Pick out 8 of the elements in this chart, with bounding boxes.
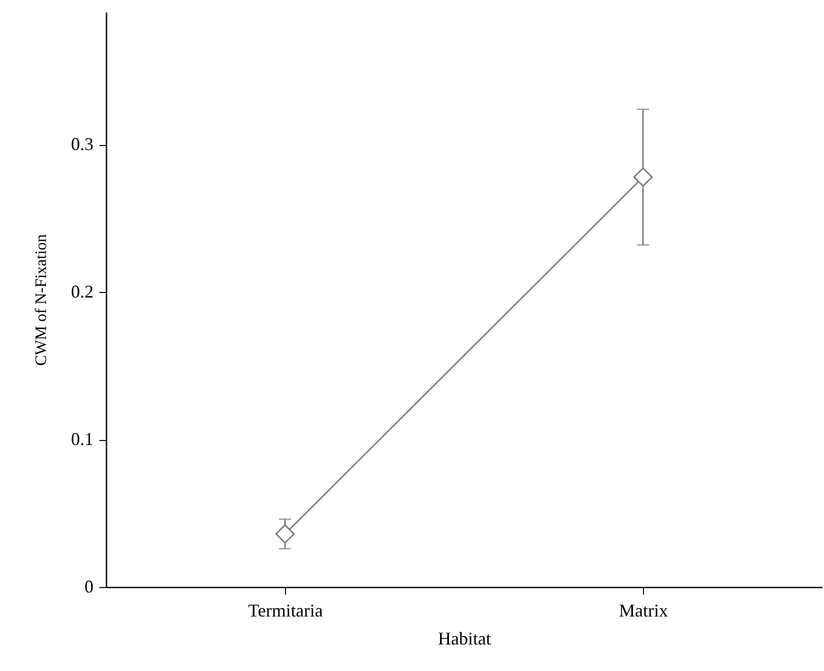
y-tick-label: 0.2	[71, 282, 94, 302]
x-tick-label: Matrix	[619, 600, 668, 620]
x-axis-title: Habitat	[438, 628, 491, 648]
x-tick-label: Termitaria	[248, 600, 323, 620]
y-tick-label: 0.3	[71, 134, 94, 154]
y-tick-label: 0	[84, 576, 94, 596]
y-tick-label: 0.1	[71, 429, 94, 450]
y-axis-title: CWM of N-Fixation	[33, 234, 50, 366]
